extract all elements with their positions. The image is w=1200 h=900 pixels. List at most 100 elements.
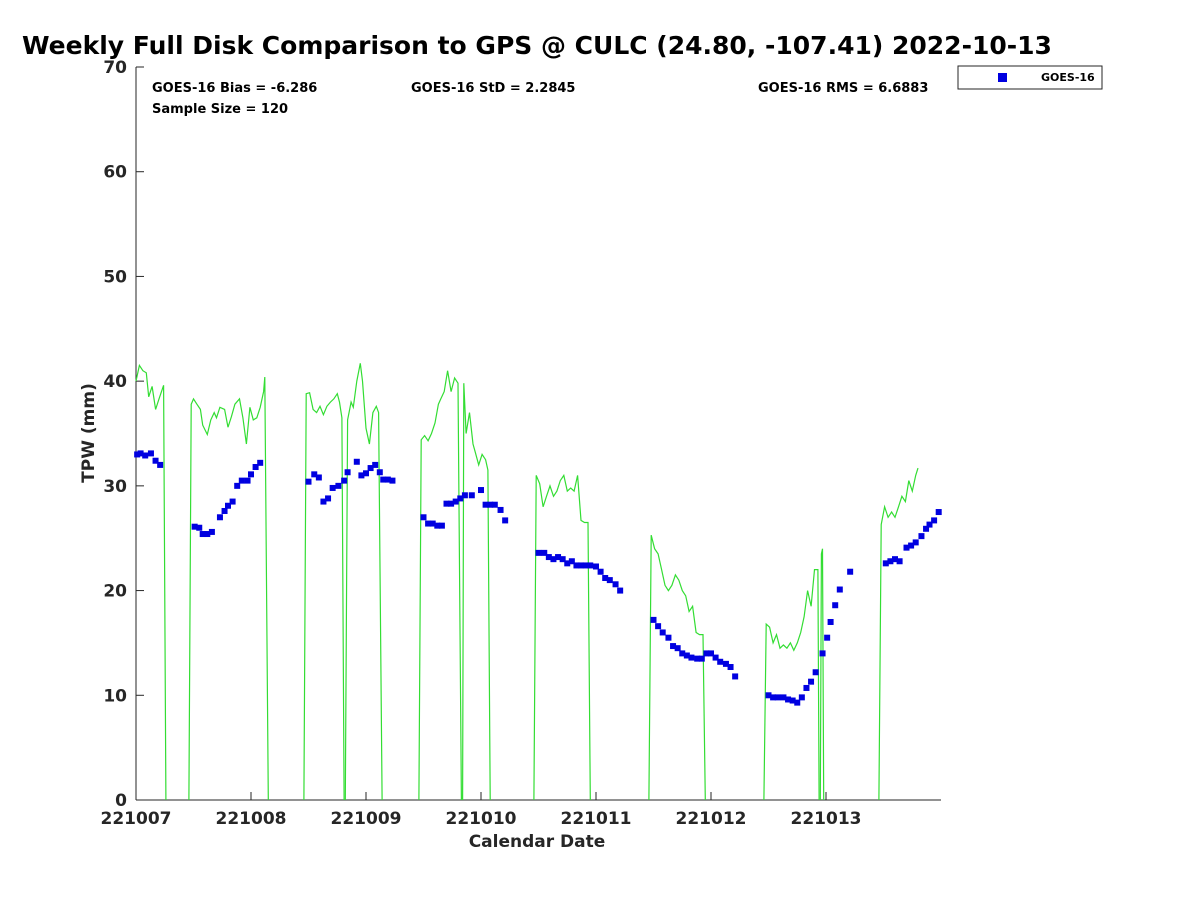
goes16-point <box>502 517 509 524</box>
goes16-point <box>320 498 327 505</box>
goes16-point <box>248 471 254 478</box>
goes16-point <box>555 554 562 561</box>
gps-line-segment <box>878 467 919 801</box>
goes16-point <box>384 476 391 483</box>
plot-area <box>135 67 941 801</box>
goes16-point <box>923 525 930 532</box>
goes16-point <box>908 542 915 549</box>
goes16-point <box>461 492 468 499</box>
goes16-point <box>325 495 332 502</box>
x-tick-label: 221009 <box>331 809 402 829</box>
gps-line-segment <box>303 391 345 801</box>
goes16-point <box>717 658 724 665</box>
goes16-point <box>765 692 772 699</box>
goes16-point <box>931 517 938 524</box>
goes16-point <box>612 581 619 588</box>
goes16-point <box>780 694 787 701</box>
goes16-point <box>142 452 149 459</box>
goes16-point <box>659 629 666 636</box>
goes16-point <box>367 465 374 472</box>
goes16-point <box>789 697 796 704</box>
goes16-point <box>694 655 701 662</box>
x-tick-label: 221008 <box>216 809 287 829</box>
goes16-point <box>674 645 681 652</box>
legend-box <box>957 65 1103 90</box>
goes16-point <box>152 457 159 464</box>
goes16-point <box>425 520 432 527</box>
goes16-point <box>376 469 383 476</box>
gps-line-segment <box>819 548 825 801</box>
x-tick-label: 221012 <box>676 809 747 829</box>
bias-stat: GOES-16 Bias = -6.286 <box>152 81 317 96</box>
goes16-point <box>882 560 889 567</box>
goes16-point <box>420 514 427 521</box>
goes16-point <box>688 654 695 661</box>
rms-stat: GOES-16 RMS = 6.6883 <box>758 81 928 96</box>
legend: GOES-16 <box>957 65 1103 90</box>
goes16-point <box>329 484 336 491</box>
goes16-point <box>912 539 919 546</box>
goes16-point <box>832 602 839 609</box>
goes16-point <box>774 694 781 701</box>
goes16-point <box>229 498 236 505</box>
goes16-point <box>221 507 228 514</box>
goes16-point <box>808 678 815 685</box>
goes16-point <box>812 669 819 676</box>
goes16-point <box>204 531 211 538</box>
goes16-point <box>732 673 739 680</box>
goes16-point <box>770 694 777 701</box>
x-tick-label: 221013 <box>791 809 862 829</box>
goes16-point <box>722 660 729 667</box>
goes16-point <box>199 531 206 538</box>
goes16-point <box>578 562 585 569</box>
x-axis-label: Calendar Date <box>469 832 606 852</box>
goes16-point <box>545 554 552 561</box>
goes16-point <box>708 650 714 657</box>
goes16-point <box>372 461 379 468</box>
goes16-point <box>216 514 223 521</box>
legend-marker <box>998 73 1007 82</box>
y-tick-label: 30 <box>103 477 127 497</box>
goes16-point <box>847 568 854 575</box>
goes16-point <box>827 618 834 625</box>
goes16-point <box>587 562 594 569</box>
axis-ticks: 0 10 20 30 40 50 60 70 221007 221008 221009 221010 2… <box>101 58 862 829</box>
goes16-point <box>389 477 396 484</box>
goes16-point <box>497 506 504 513</box>
goes16-point <box>429 520 436 527</box>
goes16-point <box>225 502 231 509</box>
goes16-point <box>257 459 264 466</box>
goes16-point <box>892 556 898 563</box>
sample-size-stat: Sample Size = 120 <box>152 102 288 117</box>
goes16-point <box>358 472 365 479</box>
chart-title: Weekly Full Disk Comparison to GPS @ CUL… <box>22 31 1052 60</box>
y-tick-label: 0 <box>115 791 127 811</box>
goes16-point <box>712 654 719 661</box>
goes16-point <box>191 523 198 530</box>
goes16-point <box>593 563 599 570</box>
gps-line-segment <box>533 473 591 801</box>
goes16-point <box>535 549 542 556</box>
goes16-point <box>478 487 484 494</box>
goes16-point <box>344 469 351 476</box>
gps-line-segment <box>135 363 167 801</box>
goes16-point <box>903 544 910 551</box>
goes16-point <box>137 450 144 457</box>
goes16-point <box>824 634 831 641</box>
goes16-point <box>606 577 613 584</box>
goes16-point <box>798 694 805 701</box>
goes16-point <box>727 664 734 671</box>
goes16-point <box>238 477 245 484</box>
goes16-point <box>452 498 459 505</box>
gps-line-segment <box>462 383 491 801</box>
gps-line-segment <box>418 370 462 801</box>
x-tick-label: 221010 <box>446 809 517 829</box>
goes16-point <box>926 521 933 528</box>
goes16-point <box>311 471 318 478</box>
y-tick-label: 10 <box>103 686 127 706</box>
y-tick-label: 40 <box>103 372 127 392</box>
goes16-series <box>134 450 942 706</box>
goes16-point <box>196 524 203 531</box>
goes16-point <box>683 652 690 659</box>
